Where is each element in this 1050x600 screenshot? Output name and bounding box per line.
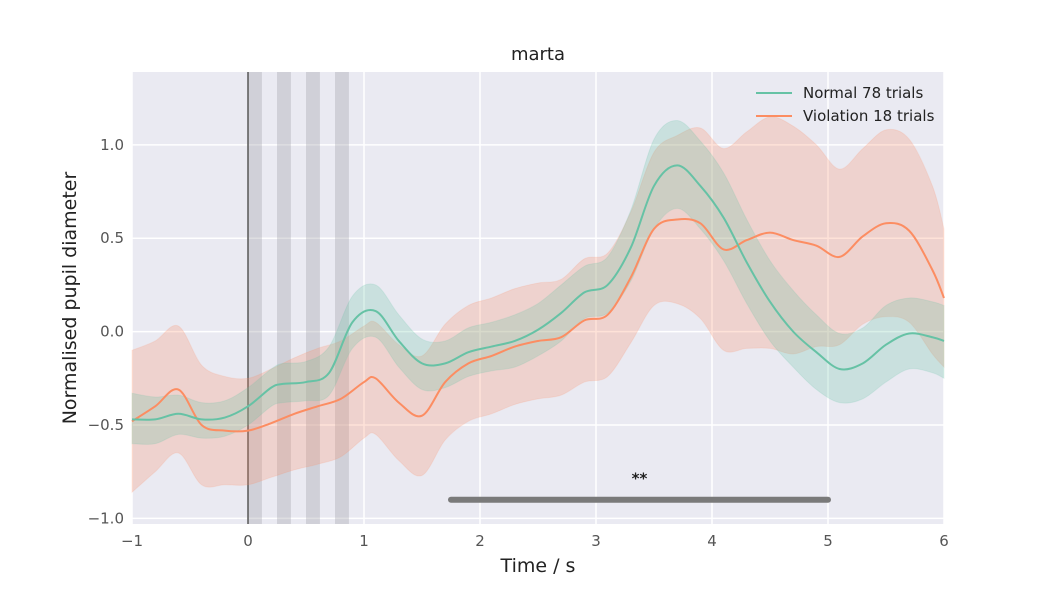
shaded-interval — [335, 72, 349, 524]
x-tick-labels: −1 0 1 2 3 4 5 6 — [121, 532, 949, 550]
x-tick-label: 2 — [475, 532, 485, 550]
shaded-interval — [277, 72, 291, 524]
legend: Normal 78 trials Violation 18 trials — [756, 84, 935, 125]
x-tick-label: 6 — [939, 532, 949, 550]
significance-label: ** — [632, 470, 648, 488]
shaded-interval — [248, 72, 262, 524]
x-tick-label: 3 — [591, 532, 601, 550]
series-line-normal — [131, 164, 945, 421]
x-tick-label: 1 — [359, 532, 369, 550]
y-tick-label: 0.5 — [100, 229, 124, 247]
y-tick-label: 0.0 — [100, 323, 124, 341]
x-tick-label: 0 — [243, 532, 253, 550]
legend-label: Violation 18 trials — [803, 107, 935, 125]
y-tick-labels: −1.0 −0.5 0.0 0.5 1.0 — [88, 136, 124, 528]
shaded-intervals — [248, 72, 349, 524]
x-tick-label: −1 — [121, 532, 143, 550]
y-tick-label: −1.0 — [88, 509, 124, 527]
chart-title: marta — [511, 44, 565, 65]
y-tick-label: 1.0 — [100, 136, 124, 154]
x-axis-label: Time / s — [500, 555, 576, 577]
plot-area — [132, 72, 944, 524]
x-tick-label: 5 — [823, 532, 833, 550]
shaded-interval — [306, 72, 320, 524]
y-tick-label: −0.5 — [88, 416, 124, 434]
series-line-violation — [131, 218, 945, 433]
y-axis-label: Normalised pupil diameter — [59, 172, 81, 425]
legend-label: Normal 78 trials — [803, 84, 923, 102]
x-tick-label: 4 — [707, 532, 717, 550]
series-lines — [131, 164, 945, 433]
